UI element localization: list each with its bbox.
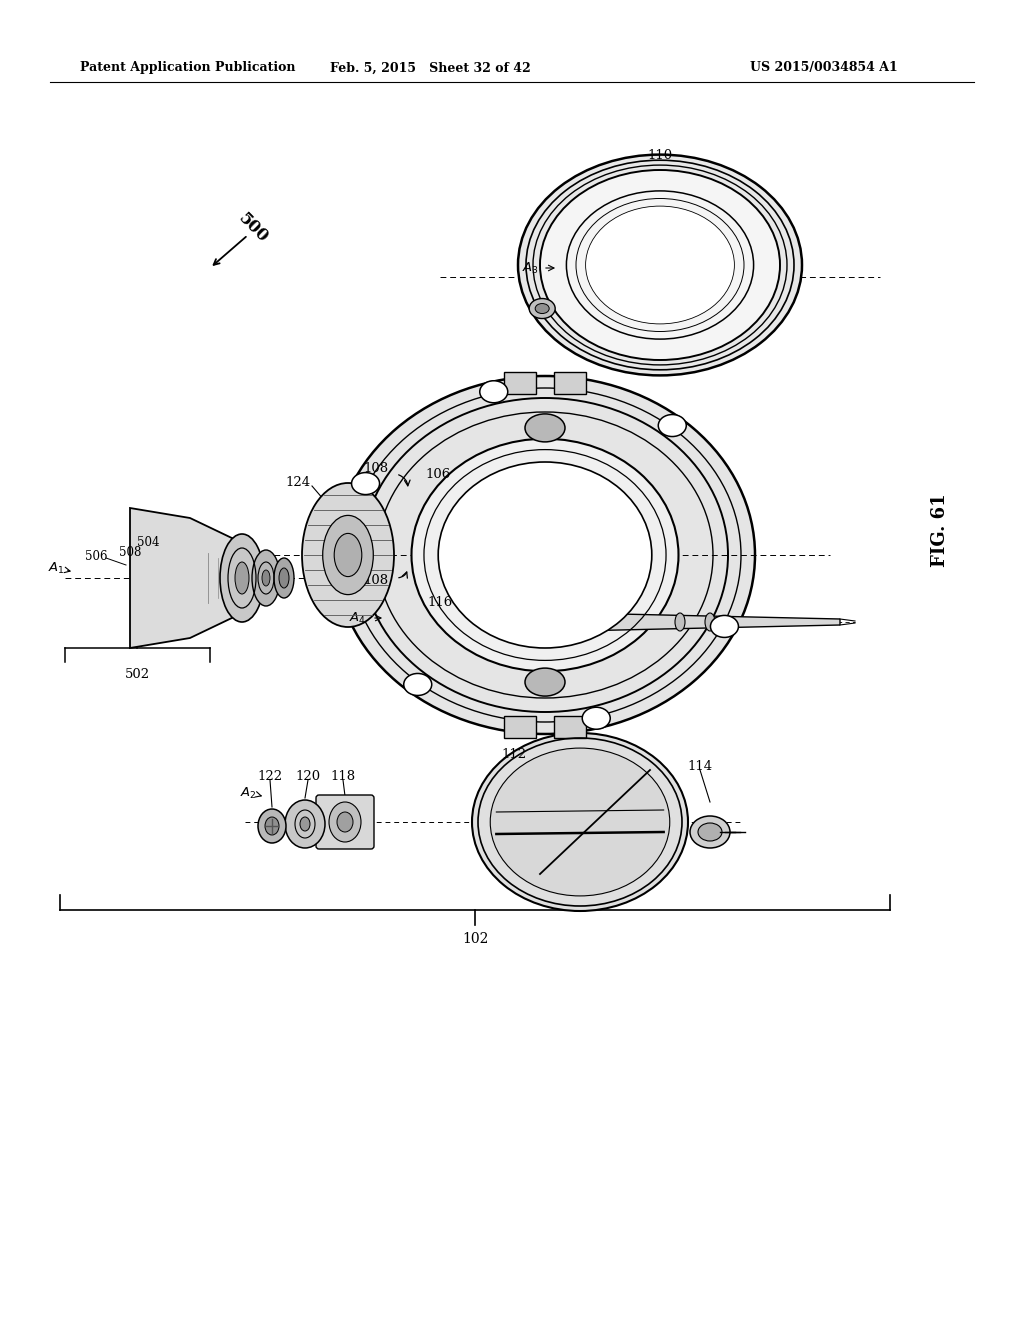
Text: $A_2$: $A_2$ [240, 785, 256, 800]
Ellipse shape [262, 570, 270, 586]
Ellipse shape [403, 673, 432, 696]
Text: 500: 500 [234, 210, 271, 247]
Text: Feb. 5, 2015   Sheet 32 of 42: Feb. 5, 2015 Sheet 32 of 42 [330, 62, 530, 74]
Ellipse shape [690, 816, 730, 847]
FancyBboxPatch shape [554, 372, 586, 395]
Text: FIG. 61: FIG. 61 [931, 494, 949, 566]
Ellipse shape [337, 812, 353, 832]
Text: 108: 108 [364, 573, 388, 586]
Ellipse shape [711, 615, 738, 638]
Ellipse shape [698, 822, 722, 841]
Text: 122: 122 [257, 770, 283, 783]
Text: 506: 506 [85, 550, 108, 564]
Text: 108: 108 [364, 462, 388, 474]
Text: $A_1$: $A_1$ [48, 561, 65, 576]
Ellipse shape [529, 298, 555, 318]
Ellipse shape [252, 550, 280, 606]
Text: 118: 118 [331, 770, 355, 783]
Ellipse shape [302, 483, 394, 627]
Ellipse shape [540, 170, 780, 360]
FancyBboxPatch shape [554, 715, 586, 738]
Text: $A_3$: $A_3$ [521, 260, 539, 276]
FancyBboxPatch shape [504, 372, 537, 395]
Text: 124: 124 [286, 475, 310, 488]
Ellipse shape [234, 562, 249, 594]
Ellipse shape [536, 304, 549, 314]
Text: 120: 120 [296, 770, 321, 783]
Text: 112: 112 [502, 747, 526, 760]
Polygon shape [575, 612, 840, 631]
Ellipse shape [285, 800, 325, 847]
Ellipse shape [329, 803, 361, 842]
Ellipse shape [705, 612, 715, 631]
Text: 114: 114 [687, 759, 713, 772]
Ellipse shape [351, 473, 380, 495]
Ellipse shape [274, 558, 294, 598]
Text: 116: 116 [427, 597, 453, 610]
Ellipse shape [586, 206, 734, 323]
Text: US 2015/0034854 A1: US 2015/0034854 A1 [750, 62, 898, 74]
Text: $A_4$: $A_4$ [349, 610, 367, 626]
Ellipse shape [490, 748, 670, 896]
Text: Patent Application Publication: Patent Application Publication [80, 62, 296, 74]
Ellipse shape [472, 733, 688, 911]
Ellipse shape [220, 535, 264, 622]
Ellipse shape [583, 708, 610, 729]
Ellipse shape [279, 568, 289, 587]
Text: 502: 502 [125, 668, 150, 681]
Text: 110: 110 [647, 149, 673, 162]
Text: 106: 106 [425, 469, 451, 482]
Ellipse shape [412, 438, 679, 672]
Ellipse shape [525, 668, 565, 696]
Ellipse shape [658, 414, 686, 437]
Ellipse shape [438, 462, 652, 648]
Ellipse shape [335, 376, 755, 734]
FancyBboxPatch shape [316, 795, 374, 849]
Ellipse shape [525, 414, 565, 442]
Ellipse shape [265, 817, 279, 836]
Ellipse shape [518, 154, 802, 375]
Ellipse shape [323, 515, 374, 594]
Ellipse shape [334, 533, 361, 577]
Ellipse shape [300, 817, 310, 832]
Ellipse shape [258, 809, 286, 843]
Text: 504: 504 [137, 536, 160, 549]
Text: 508: 508 [119, 546, 141, 560]
Text: 102: 102 [462, 932, 488, 946]
Ellipse shape [480, 380, 508, 403]
Ellipse shape [675, 612, 685, 631]
FancyBboxPatch shape [504, 715, 537, 738]
Polygon shape [130, 508, 236, 648]
